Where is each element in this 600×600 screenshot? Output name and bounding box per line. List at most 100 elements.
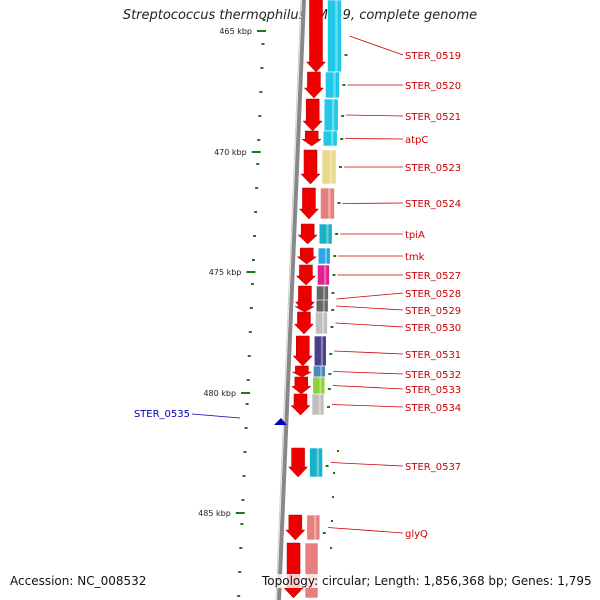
gene-arrow[interactable] (302, 98, 323, 132)
gene-label[interactable]: STER_0520 (405, 81, 461, 92)
gene-arrow[interactable] (295, 264, 317, 286)
gene-block[interactable] (321, 149, 337, 185)
gene-block[interactable] (309, 447, 323, 478)
gene-arrow[interactable] (300, 149, 321, 185)
gene-block-highlight (326, 224, 329, 244)
gene-arrow[interactable] (283, 542, 304, 599)
gene-label[interactable]: STER_0523 (405, 163, 461, 174)
gene-arrow[interactable] (291, 376, 312, 395)
gene-label[interactable]: STER_0528 (405, 289, 461, 300)
gene-arrow[interactable] (287, 447, 309, 478)
backbone (275, 0, 306, 600)
gene-block-highlight (328, 188, 331, 219)
minus-gene-label[interactable]: STER_0535 (134, 409, 190, 420)
scale-minor-tick (256, 163, 260, 165)
gene-label[interactable]: STER_0532 (405, 370, 461, 381)
gene-tick (331, 309, 335, 311)
scale-minor-tick (331, 520, 333, 522)
gene-block-highlight (316, 448, 320, 477)
gene-tick (330, 326, 334, 328)
gene-tick (331, 292, 335, 294)
gene-tick (335, 233, 339, 235)
gene-block-highlight (318, 394, 321, 415)
gene-block[interactable] (317, 247, 331, 265)
gene-block[interactable] (315, 311, 328, 335)
gene-label[interactable]: STER_0527 (405, 271, 461, 282)
scale-minor-tick (333, 472, 335, 474)
gene-leader-line (345, 138, 404, 140)
gene-label[interactable]: STER_0524 (405, 199, 461, 210)
gene-arrow[interactable] (285, 514, 306, 541)
scale-minor-tick (250, 283, 254, 285)
minus-gene-arrow[interactable] (274, 418, 287, 425)
gene-arrow[interactable] (298, 187, 320, 220)
gene-tick (337, 202, 341, 204)
gene-block-highlight (333, 72, 336, 98)
gene-label[interactable]: STER_0529 (405, 306, 461, 317)
gene-block[interactable] (306, 514, 321, 541)
gene-leader-line (346, 114, 404, 117)
gene-block[interactable] (312, 376, 326, 395)
gene-label[interactable]: STER_0531 (405, 350, 461, 361)
gene-arrow[interactable] (297, 223, 318, 245)
gene-label[interactable]: STER_0534 (405, 403, 461, 414)
gene-tick (327, 406, 331, 408)
gene-label[interactable]: STER_0537 (405, 462, 461, 473)
gene-arrow[interactable] (305, 0, 327, 73)
gene-label[interactable]: glyQ (405, 529, 428, 540)
scale-minor-tick (258, 115, 262, 117)
gene-tick (338, 166, 342, 168)
gene-arrow[interactable] (303, 71, 325, 99)
gene-block-highlight (322, 312, 325, 334)
gene-block[interactable] (323, 98, 339, 132)
backbone-shadow (275, 0, 302, 600)
gene-tick (325, 465, 329, 467)
gene-label[interactable]: STER_0521 (405, 112, 461, 123)
scale-minor-tick (259, 91, 263, 93)
gene-label[interactable]: tmk (405, 252, 425, 263)
gene-block[interactable] (313, 365, 326, 378)
gene-arrow[interactable] (292, 335, 313, 367)
gene-leader-line (331, 404, 404, 408)
gene-label[interactable]: STER_0530 (405, 323, 461, 334)
gene-block[interactable] (315, 299, 329, 313)
minus-gene-leader-line (191, 413, 241, 419)
scale-minor-tick (248, 331, 252, 333)
scale-major-tick (257, 30, 266, 32)
gene-arrow[interactable] (296, 247, 317, 265)
gene-label[interactable]: STER_0533 (405, 385, 461, 396)
gene-block[interactable] (325, 71, 340, 99)
scale-minor-tick (257, 139, 261, 141)
gene-tick (333, 255, 337, 257)
gene-block[interactable] (322, 130, 338, 147)
gene-label[interactable]: atpC (405, 135, 428, 146)
gene-arrow[interactable] (294, 299, 316, 313)
gene-block[interactable] (320, 187, 335, 220)
gene-arrow[interactable] (301, 130, 322, 147)
gene-arrow[interactable] (292, 365, 312, 378)
scale-minor-tick (247, 355, 251, 357)
gene-block[interactable] (304, 542, 319, 599)
gene-block[interactable] (313, 335, 327, 367)
scale-minor-tick (254, 211, 258, 213)
gene-block[interactable] (317, 264, 330, 286)
gene-arrow[interactable] (293, 311, 315, 335)
scale-minor-tick (238, 571, 242, 573)
gene-block-highlight (329, 150, 333, 184)
scale-minor-tick (237, 595, 241, 597)
gene-block[interactable] (327, 0, 342, 73)
scale-minor-tick (245, 403, 249, 405)
gene-block-highlight (335, 0, 338, 72)
scale-minor-tick (255, 187, 259, 189)
gene-block[interactable] (318, 223, 333, 245)
gene-block-highlight (320, 336, 324, 366)
gene-leader-line (334, 350, 404, 355)
gene-block[interactable] (311, 393, 325, 416)
gene-label[interactable]: STER_0519 (405, 51, 461, 62)
gene-arrow[interactable] (290, 393, 311, 416)
scale-minor-tick (253, 235, 257, 237)
gene-tick (342, 84, 346, 86)
gene-label[interactable]: tpiA (405, 230, 425, 241)
gene-leader-line (342, 202, 404, 204)
